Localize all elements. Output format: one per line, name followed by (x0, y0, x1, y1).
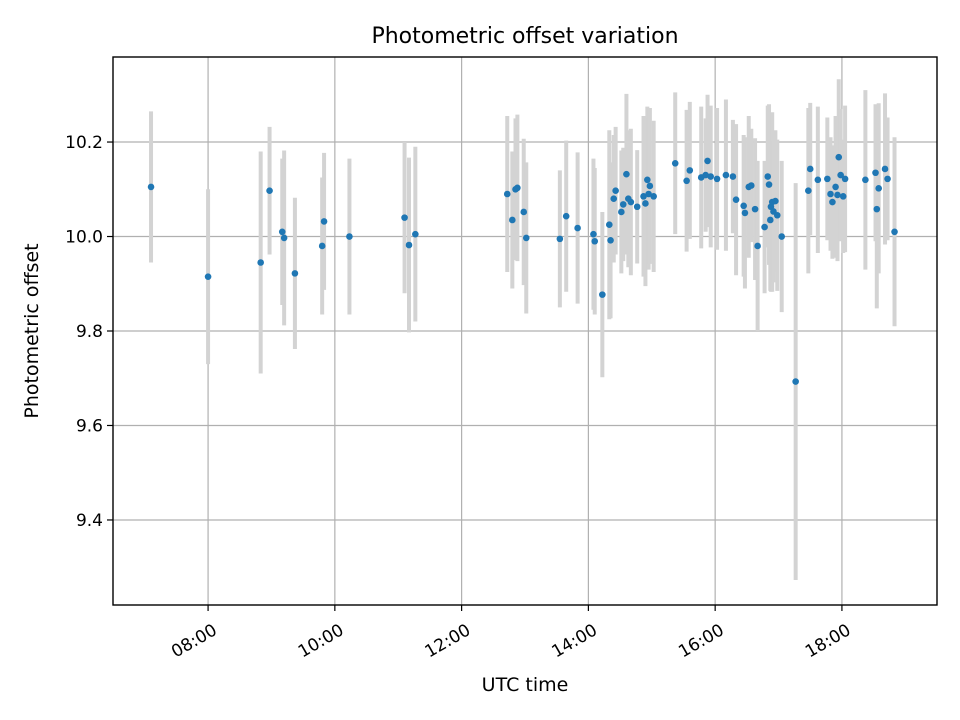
data-points (147, 153, 898, 385)
data-point (147, 183, 155, 191)
data-point (520, 208, 528, 216)
data-point (747, 182, 755, 189)
data-point (599, 291, 606, 298)
data-point (257, 259, 264, 266)
data-point (766, 216, 774, 224)
data-point (686, 167, 694, 174)
data-point (862, 176, 869, 184)
data-point (729, 173, 737, 180)
data-point (606, 221, 613, 229)
data-point (875, 185, 882, 192)
data-point (556, 235, 564, 243)
data-point (618, 208, 625, 216)
y-tick-label: 9.4 (76, 511, 103, 531)
data-point (278, 228, 286, 236)
data-point (741, 209, 749, 217)
data-point (707, 173, 715, 180)
y-tick-label: 9.6 (76, 416, 103, 436)
data-point (884, 175, 891, 183)
data-point (619, 201, 627, 208)
data-point (503, 190, 511, 198)
data-point (607, 236, 614, 244)
data-point (829, 198, 836, 206)
data-point (814, 176, 822, 184)
data-point (522, 234, 530, 242)
data-point (683, 177, 690, 185)
data-point (640, 193, 647, 200)
data-point (805, 187, 812, 194)
data-point (291, 270, 299, 277)
data-point (722, 171, 730, 179)
data-point (751, 205, 759, 213)
x-axis-label: UTC time (482, 674, 569, 696)
data-point (412, 230, 419, 238)
data-point (266, 187, 273, 194)
data-point (318, 242, 326, 250)
data-point (872, 169, 879, 177)
y-tick-label: 10.0 (65, 228, 103, 248)
data-point (732, 196, 740, 203)
data-point (704, 157, 711, 165)
data-point (841, 175, 849, 183)
data-point (644, 176, 651, 184)
data-point (764, 173, 772, 180)
data-point (778, 233, 786, 240)
data-point (837, 171, 844, 179)
y-tick-label: 9.8 (76, 322, 103, 342)
data-point (773, 211, 781, 219)
data-point (765, 181, 773, 188)
data-point (623, 170, 630, 178)
data-point (650, 193, 657, 200)
data-point (562, 212, 570, 220)
data-point (642, 200, 649, 207)
data-point (671, 159, 679, 167)
data-point (204, 273, 212, 280)
data-point (873, 205, 881, 213)
data-point (881, 165, 889, 173)
data-point (346, 233, 353, 240)
data-point (792, 378, 799, 385)
data-point (713, 175, 721, 183)
y-axis-ticks: 9.4 9.6 9.8 10.0 10.2 (65, 133, 113, 531)
data-point (610, 195, 618, 203)
y-tick-label: 10.2 (65, 133, 103, 153)
data-point (824, 175, 831, 183)
y-axis-label: Photometric offset (21, 243, 43, 418)
data-point (827, 190, 834, 198)
data-point (509, 216, 516, 224)
data-point (761, 223, 768, 231)
data-point (612, 187, 619, 194)
data-point (320, 218, 328, 225)
data-point (834, 191, 841, 199)
data-point (740, 202, 747, 210)
data-point (832, 183, 839, 191)
data-point (574, 224, 581, 232)
data-point (754, 242, 761, 250)
data-point (702, 171, 709, 179)
data-point (590, 230, 597, 238)
data-point (891, 228, 898, 236)
data-point (514, 184, 521, 192)
data-point (646, 182, 654, 190)
data-point (633, 203, 641, 211)
data-point (806, 165, 814, 173)
data-point (401, 214, 408, 221)
data-point (835, 153, 843, 161)
data-point (280, 234, 288, 242)
data-point (405, 241, 413, 249)
data-point (627, 198, 635, 206)
data-point (772, 197, 779, 205)
chart-title: Photometric offset variation (371, 24, 678, 49)
data-point (839, 193, 847, 200)
data-point (645, 190, 652, 198)
data-point (591, 237, 599, 245)
